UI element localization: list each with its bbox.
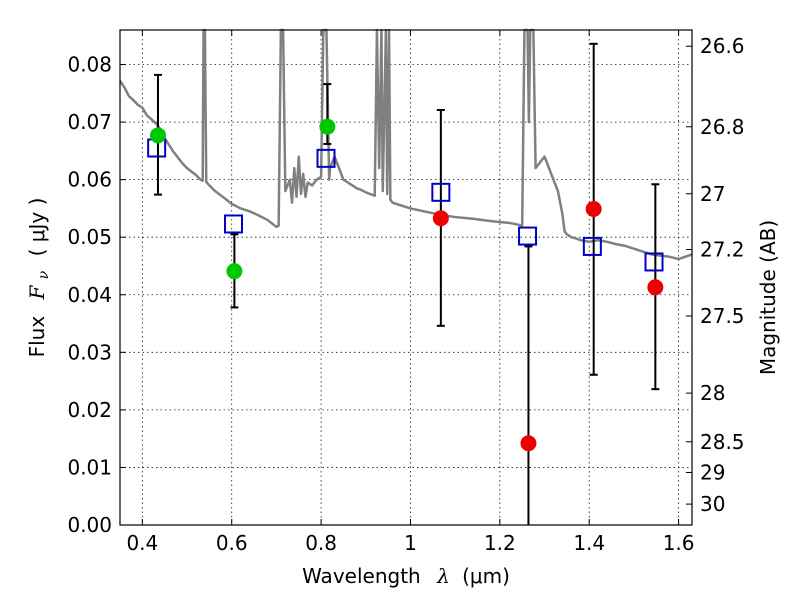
model-spectrum-line (118, 28, 693, 261)
x-tick-label: 0.8 (305, 531, 337, 555)
y-tick-label: 0.08 (67, 53, 112, 77)
axis-ticks (120, 30, 692, 526)
model-box-marker (644, 252, 664, 272)
photometry-points (149, 118, 664, 452)
x-tick-label: 1.2 (484, 531, 516, 555)
x-tick-label: 0.4 (126, 531, 158, 555)
x-tick-label: 0.6 (216, 531, 248, 555)
x-axis-unit: (μm) (462, 564, 510, 588)
model-box-marker (316, 148, 336, 168)
y-tick-label: 0.00 (67, 513, 112, 537)
y2-tick-label: 28 (700, 381, 725, 405)
y-tick-label: 0.02 (67, 398, 112, 422)
error-bars (153, 42, 660, 525)
red-data-point (520, 435, 537, 452)
y-tick-label: 0.01 (67, 455, 112, 479)
y-axis-title: Flux F ν ( μJy ) (25, 198, 53, 358)
x-axis-symbol: λ (436, 564, 450, 588)
x-tick-label: 1.6 (663, 531, 695, 555)
y-tick-label: 0.03 (67, 340, 112, 364)
y2-axis-title: Magnitude (AB) (756, 220, 780, 375)
y-axis-symbol: F (25, 284, 49, 300)
y-tick-label: 0.06 (67, 168, 112, 192)
green-data-point (319, 118, 336, 135)
green-data-point (226, 263, 243, 280)
y2-tick-label: 28.5 (700, 430, 745, 454)
y2-tick-label: 26.6 (700, 34, 745, 58)
x-axis-title-text: Wavelength (302, 564, 421, 588)
model-box-marker (224, 214, 244, 234)
red-data-point (585, 201, 602, 218)
model-spectrum (118, 28, 693, 261)
y-tick-label: 0.05 (67, 225, 112, 249)
y2-tick-label: 29 (700, 461, 725, 485)
y2-tick-label: 27.5 (700, 304, 745, 328)
model-boxes (147, 138, 664, 272)
red-data-point (432, 210, 449, 227)
y2-tick-label: 27 (700, 182, 725, 206)
green-data-point (149, 127, 166, 144)
y-tick-label: 0.04 (67, 283, 112, 307)
model-box-marker (518, 226, 538, 246)
model-box-marker (431, 182, 451, 202)
red-data-point (647, 279, 664, 296)
y2-tick-label: 30 (700, 492, 725, 516)
plot-frame (119, 29, 693, 526)
y-axis-title-text: Flux (25, 316, 49, 358)
model-box-marker (582, 236, 602, 256)
y-axis-symbol-sub: ν (36, 270, 52, 279)
y-axis-unit: ( μJy ) (25, 198, 49, 257)
y2-tick-label: 27.2 (700, 237, 745, 261)
y-tick-label: 0.07 (67, 110, 112, 134)
x-axis-title: Wavelength λ (μm) (302, 564, 510, 588)
x-tick-label: 1 (404, 531, 417, 555)
x-tick-label: 1.4 (573, 531, 605, 555)
y2-tick-label: 26.8 (700, 115, 745, 139)
tick-labels: 0.4 0.6 0.8 1 1.2 1.4 1.6 0.00 0.01 0.02 0.03 0.04 0… (67, 34, 744, 555)
